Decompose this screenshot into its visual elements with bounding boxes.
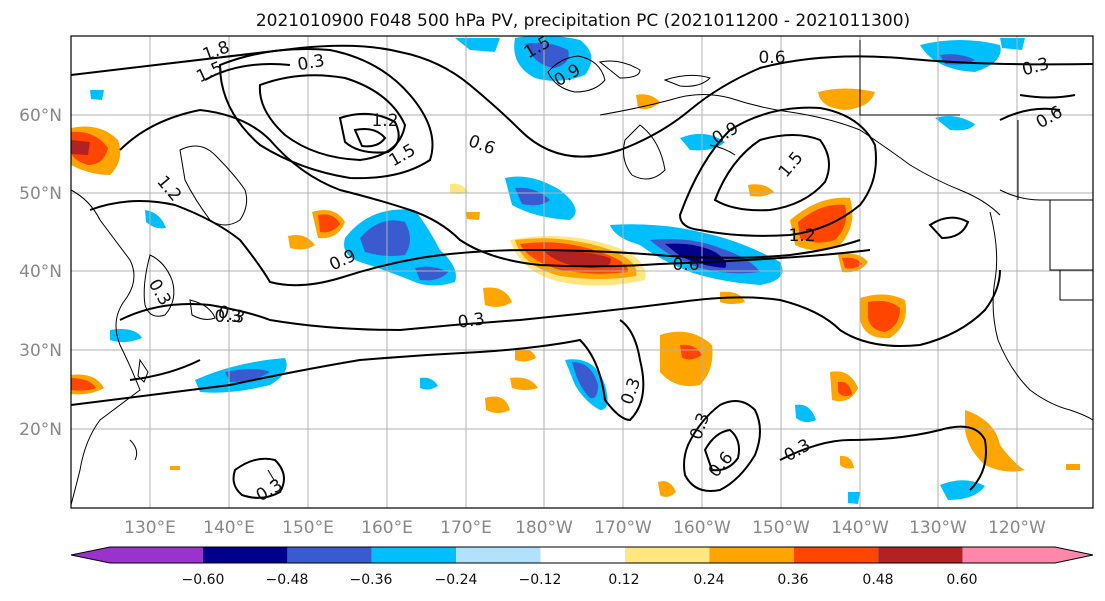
lon-label: 160°E — [361, 518, 413, 538]
contour-label: 1.2 — [371, 111, 398, 131]
lon-label: 140°E — [203, 518, 255, 538]
contour-label: 0.6 — [758, 48, 785, 68]
lon-label: 150°E — [282, 518, 334, 538]
colorbar-tick-label: −0.36 — [350, 572, 393, 588]
negative-precip-anomalies — [90, 35, 1025, 504]
map-panel: 1.8 1.5 0.3 1.2 1.5 0.6 1.2 0.9 0.3 0.3 … — [70, 32, 1094, 509]
colorbar-swatch — [878, 547, 963, 563]
colorbar-extension-low — [71, 547, 203, 563]
lon-label: 120°W — [988, 518, 1046, 538]
lon-label: 170°E — [440, 518, 492, 538]
lat-label: 60°N — [19, 106, 62, 126]
colorbar-tick-label: −0.48 — [266, 572, 309, 588]
contour-label: 0.3 — [457, 309, 487, 333]
colorbar-tick-label: 0.60 — [946, 572, 977, 588]
colorbar-ticks: −0.60 −0.48 −0.36 −0.24 −0.12 0.12 0.24 … — [182, 572, 978, 588]
lon-label: 150°W — [752, 518, 810, 538]
lon-label: 180°W — [515, 518, 573, 538]
colorbar-swatch — [709, 547, 794, 563]
lon-label: 170°W — [594, 518, 652, 538]
lat-label: 30°N — [19, 341, 62, 361]
figure-title: 2021010900 F048 500 hPa PV, precipitatio… — [256, 11, 910, 31]
colorbar-tick-label: 0.12 — [608, 572, 639, 588]
colorbar-swatch — [287, 547, 372, 563]
colorbar-swatch — [371, 547, 457, 563]
lon-axis-labels: 130°E 140°E 150°E 160°E 170°E 180°W 170°… — [124, 518, 1046, 538]
lat-label: 50°N — [19, 184, 62, 204]
colorbar-swatch — [203, 547, 288, 563]
contour-label: 1.2 — [788, 226, 815, 246]
positive-precip-anomalies — [71, 88, 1080, 497]
lon-label: 160°W — [673, 518, 731, 538]
contour-label: 0.3 — [296, 51, 326, 75]
colorbar-outline — [70, 546, 1094, 564]
colorbar-tick-label: −0.60 — [182, 572, 225, 588]
colorbar: −0.60 −0.48 −0.36 −0.24 −0.12 0.12 0.24 … — [70, 546, 1094, 588]
colorbar-swatch — [625, 547, 710, 563]
lat-label: 20°N — [19, 420, 62, 440]
colorbar-tick-label: 0.36 — [777, 572, 808, 588]
lat-label: 40°N — [19, 262, 62, 282]
colorbar-swatch — [456, 547, 541, 563]
colorbar-extension-high — [962, 547, 1093, 563]
pv-contours — [70, 44, 1094, 499]
colorbar-tick-label: −0.12 — [519, 572, 562, 588]
colorbar-swatch — [793, 547, 879, 563]
lon-label: 140°W — [831, 518, 889, 538]
lon-label: 130°W — [909, 518, 967, 538]
colorbar-tick-label: 0.48 — [862, 572, 893, 588]
lon-label: 130°E — [124, 518, 176, 538]
colorbar-swatch — [540, 547, 625, 563]
lat-axis-labels: 60°N 50°N 40°N 30°N 20°N — [19, 106, 62, 440]
contour-label: 0.6 — [672, 255, 699, 275]
colorbar-swatches — [70, 546, 1094, 564]
colorbar-tick-label: 0.24 — [693, 572, 724, 588]
colorbar-tick-label: −0.24 — [435, 572, 478, 588]
contour-label: 0.3 — [214, 307, 241, 327]
